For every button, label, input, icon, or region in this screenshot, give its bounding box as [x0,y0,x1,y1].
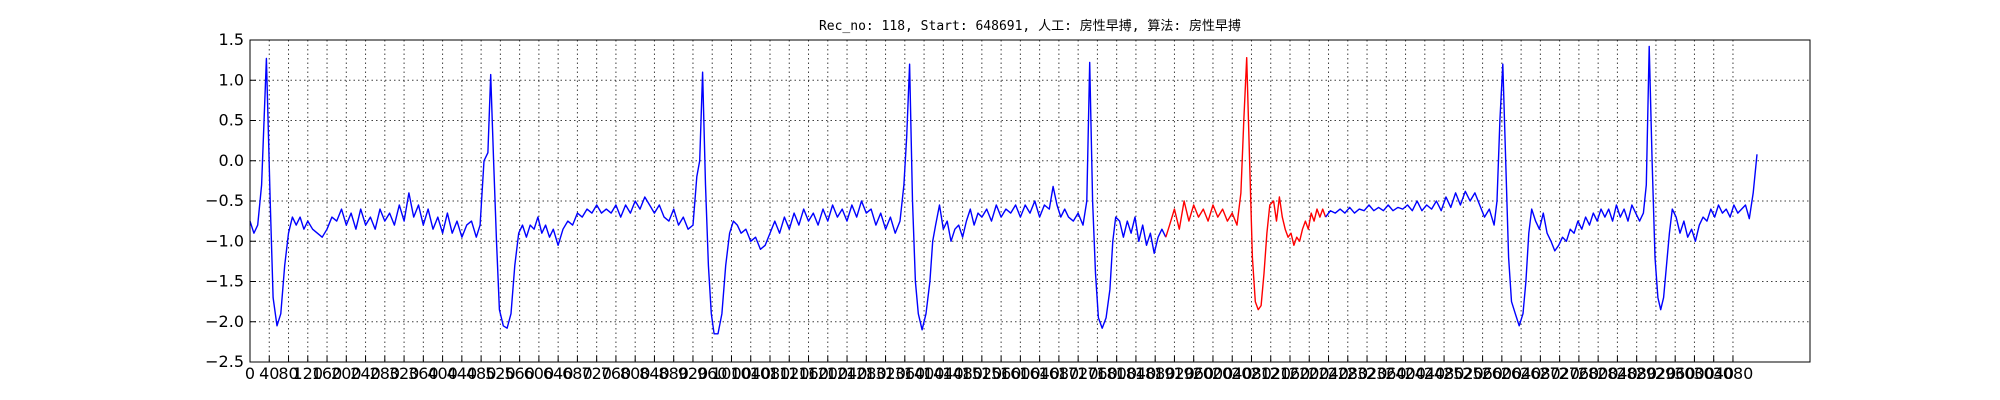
y-tick-label: 1.5 [219,30,244,49]
x-tick-label: 2440 [1404,364,1445,383]
x-tick-label: 1240 [827,364,868,383]
x-tick-label: 200 [331,364,362,383]
x-tick-label: 2760 [1559,364,1600,383]
chart-title: Rec_no: 118, Start: 648691, 人工: 房性早搏, 算法… [819,18,1241,34]
x-tick-label: 400 [427,364,458,383]
x-tick-label: 2320 [1347,364,1388,383]
x-tick-label: 1040 [730,364,771,383]
x-tick-label: 600 [524,364,555,383]
x-tick-label: 480 [466,364,497,383]
x-tick-label: 1080 [750,364,791,383]
x-tick-label: 2360 [1366,364,1407,383]
x-tick-label: 1920 [1154,364,1195,383]
x-tick-label: 560 [504,364,535,383]
x-tick-label: 2520 [1443,364,1484,383]
ecg-trace-2 [1165,57,1327,311]
x-tick-label: 320 [389,364,420,383]
x-tick-label: 2400 [1385,364,1426,383]
x-tick-label: 1400 [904,364,945,383]
x-tick-label: 720 [581,364,612,383]
y-tick-label: −0.5 [205,191,244,210]
x-tick-label: 2600 [1481,364,1522,383]
x-tick-label: 2040 [1212,364,1253,383]
x-tick-label: 1720 [1058,364,1099,383]
y-tick-label: −1.0 [205,231,244,250]
x-tick-label: 360 [408,364,439,383]
grid [250,40,1810,362]
x-tick-label: 960 [697,364,728,383]
x-tick-label: 240 [350,364,381,383]
y-tick-label: 1.0 [219,70,244,89]
x-tick-label: 0 [245,364,255,383]
x-tick-label: 1760 [1077,364,1118,383]
x-tick-label: 2680 [1520,364,1561,383]
x-tick-label: 1280 [846,364,887,383]
x-tick-label: 800 [620,364,651,383]
x-tick-label: 80 [278,364,298,383]
ecg-trace-3 [1325,45,1758,327]
x-tick-label: 2560 [1462,364,1503,383]
x-tick-label: 2200 [1289,364,1330,383]
x-tick-label: 640 [543,364,574,383]
x-tick-label: 2920 [1636,364,1677,383]
y-tick-label: −2.5 [205,352,244,371]
x-tick-label: 2480 [1424,364,1465,383]
ecg-trace-1 [249,57,1167,335]
y-tick-label: −1.5 [205,272,244,291]
x-tick-label: 1600 [1000,364,1041,383]
x-tick-label: 1360 [884,364,925,383]
x-tick-label: 2160 [1270,364,1311,383]
x-tick-label: 1200 [807,364,848,383]
x-tick-label: 920 [678,364,709,383]
x-tick-label: 1800 [1096,364,1137,383]
x-tick-label: 160 [312,364,343,383]
x-tick-label: 1160 [788,364,829,383]
x-tick-label: 1640 [1019,364,1060,383]
x-tick-label: 3040 [1693,364,1734,383]
x-tick-label: 2800 [1578,364,1619,383]
x-tick-label: 680 [562,364,593,383]
x-tick-label: 760 [601,364,632,383]
y-tick-label: 0.0 [219,151,244,170]
x-tick-label: 2640 [1501,364,1542,383]
x-tick-label: 1120 [769,364,810,383]
plot-frame [249,39,1811,363]
x-tick-label: 2240 [1308,364,1349,383]
x-tick-label: 2120 [1250,364,1291,383]
x-tick-label: 840 [639,364,670,383]
ecg-traces [249,45,1758,335]
x-tick-label: 2960 [1655,364,1696,383]
y-tick-label: 0.5 [219,111,244,130]
x-tick-label: 2280 [1327,364,1368,383]
x-tick-label: 1000 [711,364,752,383]
x-tick-label: 880 [658,364,689,383]
x-tick-label: 1480 [942,364,983,383]
x-tick-label: 1680 [1039,364,1080,383]
x-tick-label: 1440 [923,364,964,383]
x-tick-label: 520 [485,364,516,383]
x-tick-label: 40 [259,364,279,383]
x-tick-label: 2080 [1231,364,1272,383]
x-tick-label: 280 [370,364,401,383]
x-tick-label: 2840 [1597,364,1638,383]
y-tick-label: −2.0 [205,312,244,331]
x-tick-label: 2000 [1193,364,1234,383]
y-axis: 1.5 1.0 0.5 0.0 −0.5 −1.0 −1.5 −2.0 −2.5 [205,30,256,371]
x-tick-label: 2880 [1616,364,1657,383]
x-tick-label: 1560 [981,364,1022,383]
x-tick-label: 1960 [1173,364,1214,383]
x-axis: 0 408012016020024028032036040044048052056… [245,356,1753,383]
x-tick-label: 1840 [1116,364,1157,383]
x-tick-label: 1320 [865,364,906,383]
x-tick-label: 440 [447,364,478,383]
x-tick-label: 1880 [1135,364,1176,383]
x-tick-label: 120 [293,364,324,383]
x-tick-label: 1520 [961,364,1002,383]
x-tick-label: 3080 [1713,364,1754,383]
x-tick-label: 3000 [1674,364,1715,383]
x-tick-label: 2720 [1539,364,1580,383]
